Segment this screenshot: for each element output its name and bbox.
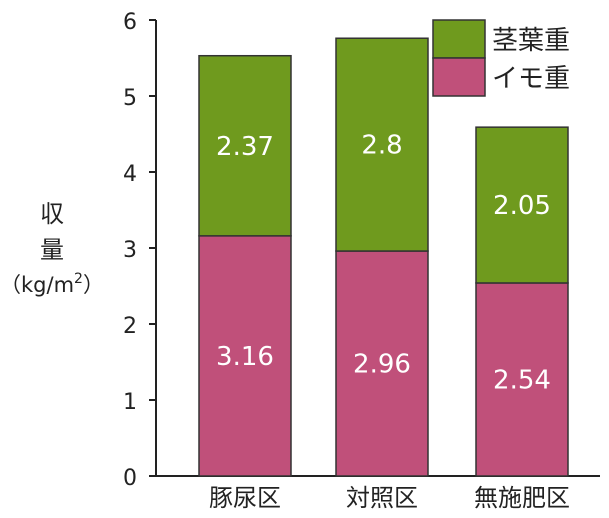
y-axis-unit-suffix: ） bbox=[83, 273, 104, 297]
x-category-label: 対照区 bbox=[346, 484, 418, 512]
y-axis-unit-prefix: （kg/m bbox=[0, 273, 74, 297]
bars-group bbox=[198, 37, 569, 477]
y-tick-label: 4 bbox=[123, 162, 137, 187]
x-category-label: 豚尿区 bbox=[209, 484, 281, 512]
legend-swatch-kyoyo bbox=[432, 19, 486, 59]
y-tick-label: 2 bbox=[123, 314, 137, 339]
bar-segment-kyoyo bbox=[475, 126, 569, 284]
legend-label-imo: イモ重 bbox=[492, 64, 570, 94]
bar-segment-imo bbox=[335, 250, 429, 477]
bar-segment-kyoyo bbox=[198, 54, 292, 237]
data-label-imo-butanyo: 3.16 bbox=[216, 342, 274, 372]
y-tick-label: 5 bbox=[123, 86, 137, 111]
data-label-kyoyo-museihi: 2.05 bbox=[493, 191, 551, 221]
bar-segment-imo bbox=[198, 235, 292, 477]
x-category-label: 無施肥区 bbox=[474, 484, 570, 512]
legend-label-kyoyo: 茎葉重 bbox=[492, 26, 570, 56]
bar-segment-kyoyo bbox=[335, 37, 429, 252]
y-axis-unit: （kg/m2） bbox=[0, 271, 104, 297]
y-tick-label: 0 bbox=[123, 466, 137, 491]
y-axis-unit-superscript: 2 bbox=[74, 271, 83, 287]
y-axis-label-line2: 量 bbox=[40, 236, 64, 264]
data-label-imo-taisho: 2.96 bbox=[353, 350, 411, 380]
y-tick-label: 1 bbox=[123, 390, 137, 415]
bar-segment-imo bbox=[475, 282, 569, 477]
y-ticks bbox=[149, 19, 156, 477]
data-label-kyoyo-butanyo: 2.37 bbox=[216, 132, 274, 162]
y-tick-label: 6 bbox=[123, 10, 137, 35]
legend: 茎葉重 イモ重 bbox=[432, 19, 570, 97]
data-label-imo-museihi: 2.54 bbox=[493, 365, 551, 395]
legend-swatch-imo bbox=[432, 57, 486, 97]
y-axis-label-line1: 収 bbox=[40, 200, 64, 228]
y-tick-label: 3 bbox=[123, 238, 137, 263]
data-label-kyoyo-taisho: 2.8 bbox=[361, 131, 402, 161]
